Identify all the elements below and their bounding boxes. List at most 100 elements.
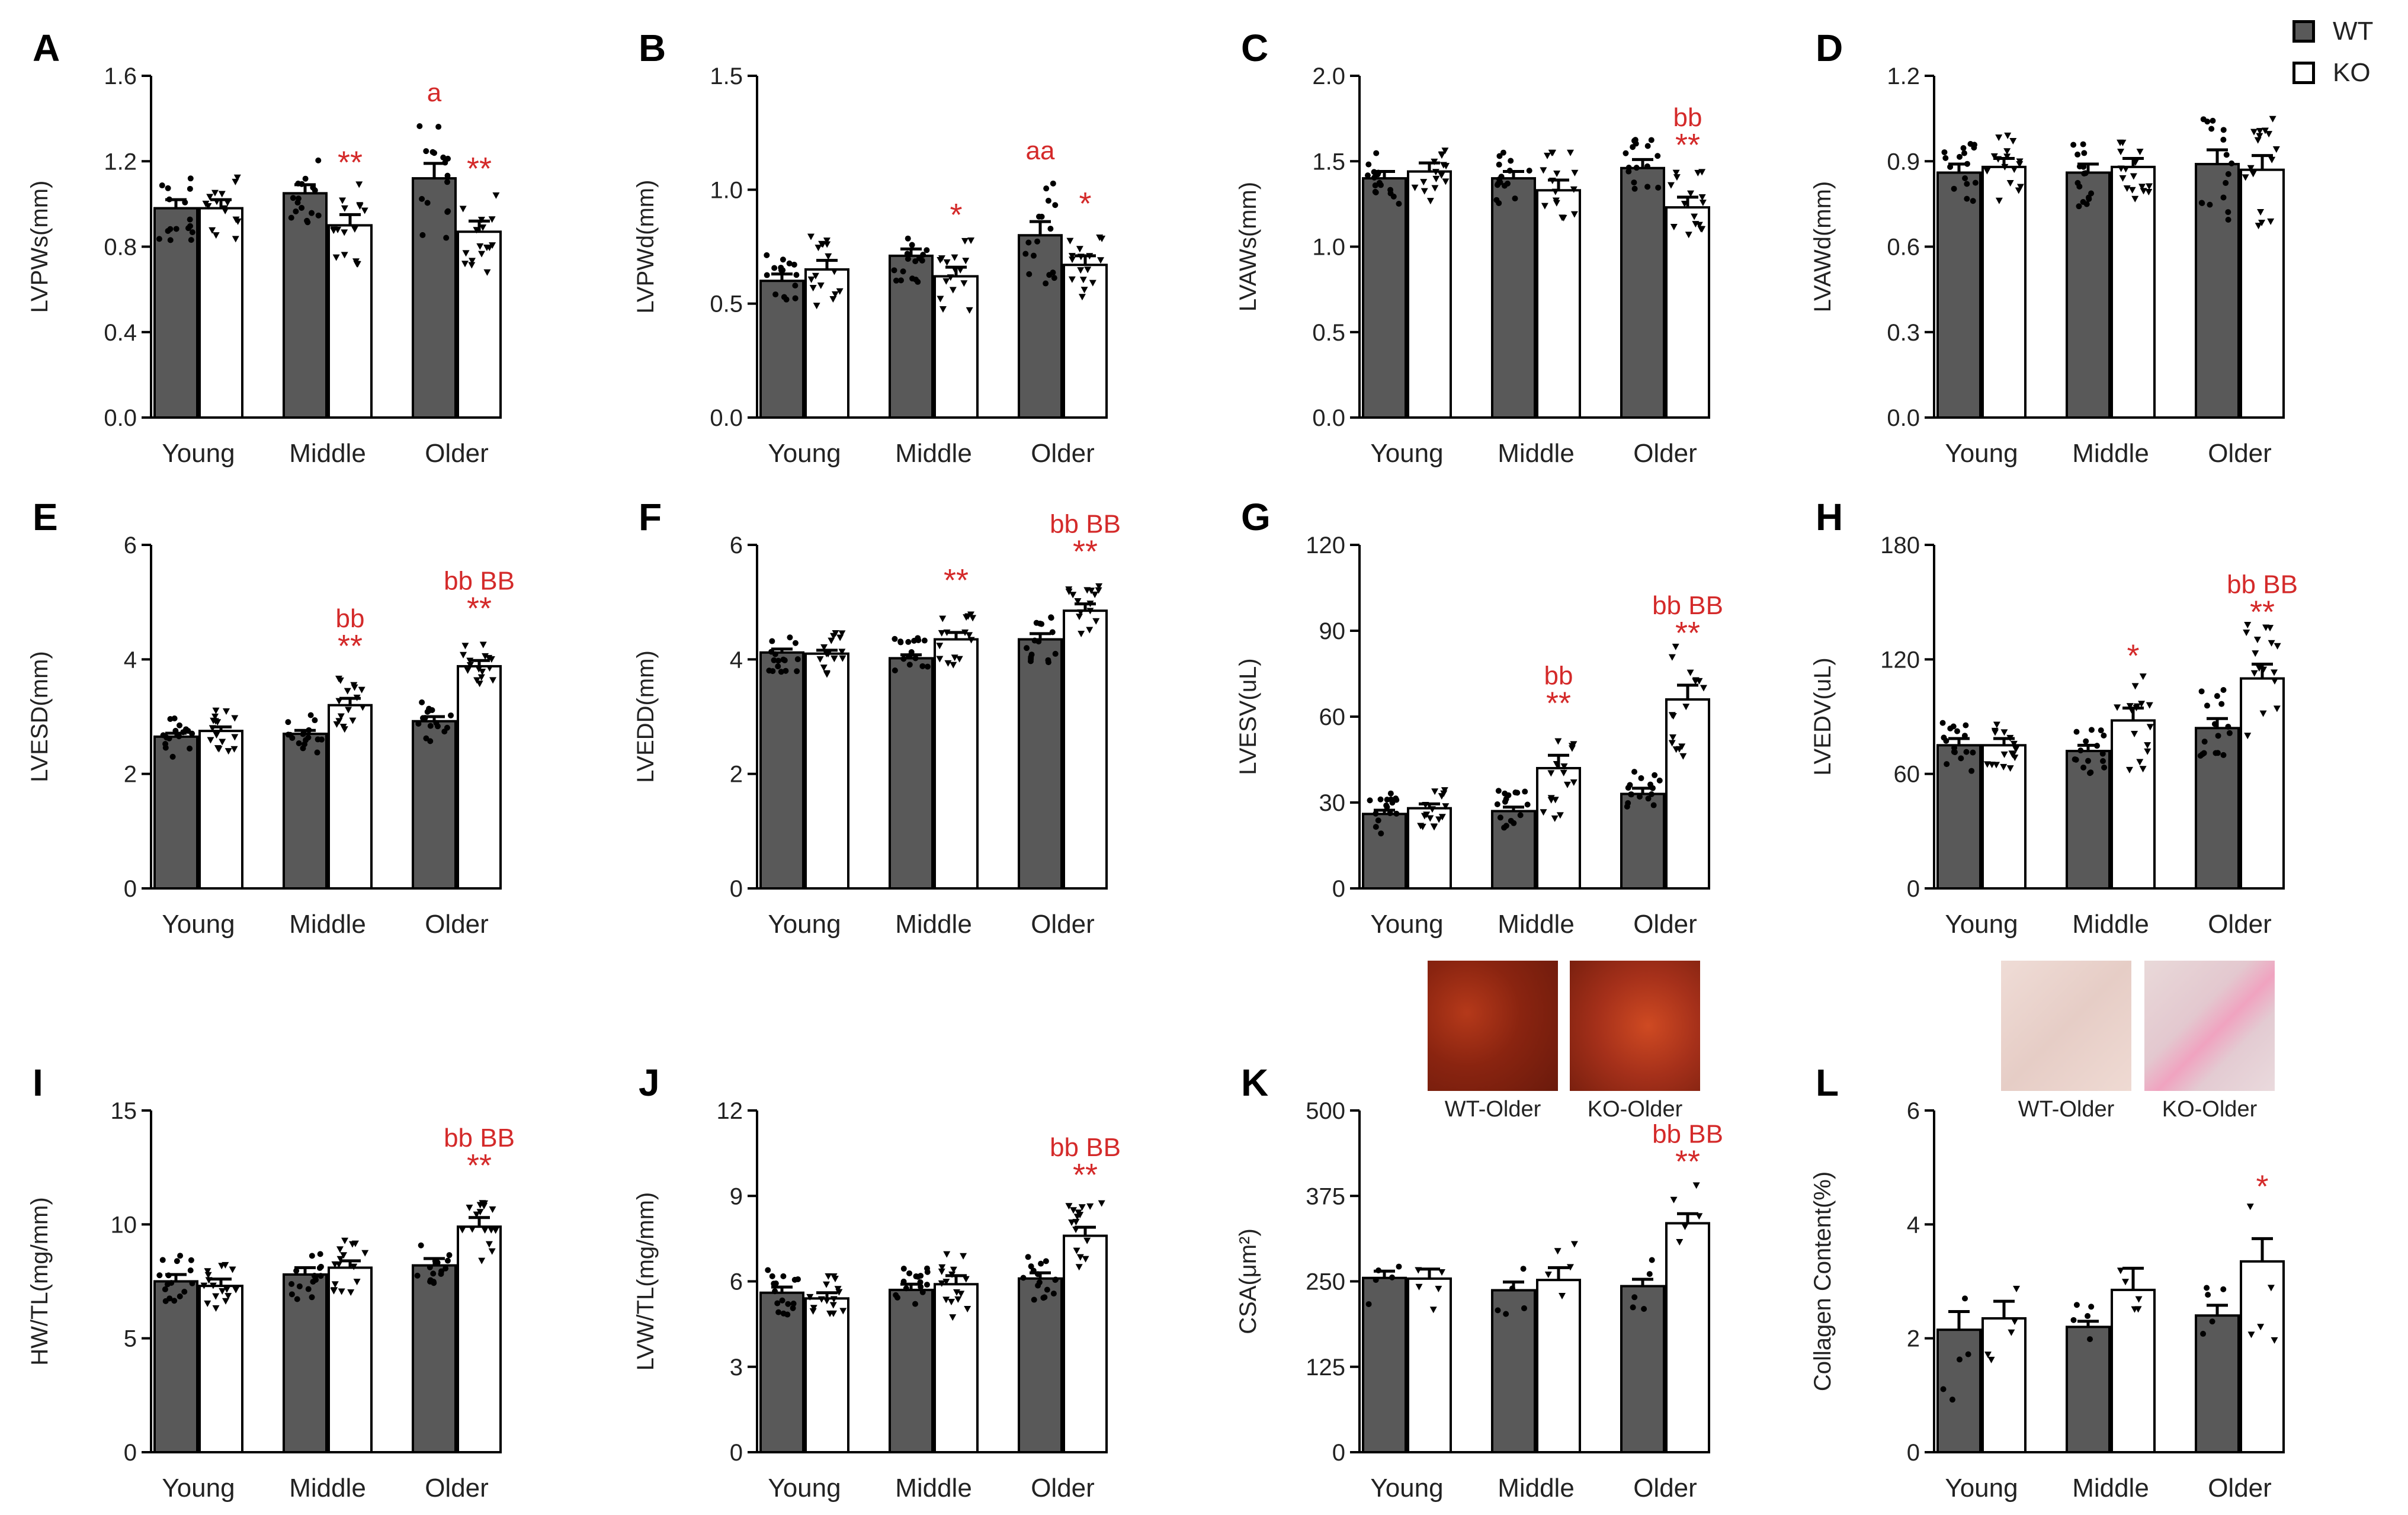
data-point-f-ko-0-4	[838, 649, 846, 656]
y-axis-label-f: LVEDD(mm)	[633, 650, 659, 783]
data-point-k-wt-0-3	[1365, 1301, 1372, 1307]
data-point-c-ko-2-6	[1673, 174, 1681, 181]
data-point-j-ko-0-7	[834, 1286, 842, 1293]
data-point-h-ko-2-2	[2259, 710, 2267, 717]
data-point-g-ko-1-14	[1570, 779, 1577, 786]
x-tick-label-k-middle: Middle	[1498, 1474, 1575, 1503]
data-point-e-ko-0-7	[222, 708, 230, 715]
bar-i-wt-older	[412, 1264, 457, 1453]
data-point-i-ko-2-12	[488, 1248, 496, 1255]
bar-a-wt-middle	[283, 192, 328, 419]
bar-a-ko-middle	[328, 224, 373, 419]
y-tick-label-k-4: 500	[1306, 1098, 1345, 1124]
data-point-f-ko-1-3	[936, 643, 944, 650]
panel-label-c: C	[1241, 27, 1268, 69]
data-point-b-wt-0-10	[771, 265, 778, 271]
data-point-i-ko-2-4	[478, 1257, 486, 1264]
data-point-c-wt-0-6	[1373, 150, 1380, 156]
data-point-d-ko-0-10	[2003, 153, 2011, 161]
data-point-k-ko-2-3	[1681, 1224, 1689, 1231]
data-point-j-wt-2-10	[1044, 1286, 1050, 1293]
data-point-b-wt-0-15	[786, 260, 793, 267]
data-point-f-wt-0-10	[794, 668, 800, 675]
data-point-i-wt-2-0	[443, 1265, 449, 1272]
data-point-h-wt-2-0	[2201, 739, 2208, 745]
data-point-a-wt-0-14	[173, 226, 179, 232]
data-point-k-wt-2-3	[1631, 1294, 1638, 1301]
data-point-b-wt-2-11	[1038, 213, 1045, 220]
data-point-a-ko-2-10	[488, 216, 496, 223]
data-point-d-wt-2-10	[2225, 171, 2231, 177]
x-tick-label-l-older: Older	[2208, 1474, 2272, 1503]
y-tick-label-l-1: 2	[1907, 1326, 1920, 1352]
data-point-l-wt-1-4	[2070, 1317, 2077, 1323]
bar-f-wt-young	[759, 651, 804, 890]
data-point-e-wt-1-15	[285, 719, 291, 726]
data-point-a-ko-2-2	[468, 258, 476, 265]
data-point-d-ko-0-1	[2006, 180, 2014, 187]
data-point-i-wt-1-2	[296, 1283, 303, 1289]
bar-k-wt-middle	[1491, 1289, 1536, 1453]
data-point-h-ko-0-6	[2008, 750, 2016, 758]
data-point-b-wt-2-3	[1022, 251, 1029, 257]
data-point-f-wt-2-8	[1028, 651, 1035, 658]
data-point-e-ko-2-1	[461, 643, 469, 650]
data-point-h-wt-0-15	[1954, 728, 1960, 734]
data-point-a-wt-1-7	[315, 212, 322, 219]
data-point-h-ko-0-2	[2012, 746, 2020, 753]
data-point-d-wt-0-13	[1962, 175, 1968, 181]
data-point-c-wt-0-3	[1365, 161, 1372, 168]
y-tick-label-c-1: 0.5	[1312, 320, 1345, 346]
data-point-a-ko-1-9	[355, 181, 363, 188]
data-point-g-wt-1-2	[1502, 798, 1508, 805]
data-point-b-ko-0-1	[823, 237, 831, 245]
data-point-d-ko-1-14	[2131, 195, 2139, 203]
data-point-f-wt-2-1	[1049, 629, 1056, 635]
data-point-b-ko-2-11	[1079, 277, 1087, 284]
data-point-c-wt-2-8	[1623, 150, 1629, 156]
data-point-a-wt-0-0	[159, 182, 165, 189]
data-point-g-ko-0-11	[1426, 815, 1434, 822]
y-tick-label-g-1: 30	[1319, 790, 1346, 816]
data-point-b-wt-1-15	[909, 275, 916, 282]
data-point-g-wt-0-15	[1388, 796, 1394, 803]
data-point-c-ko-2-0	[1698, 194, 1706, 201]
data-point-d-wt-2-15	[2200, 116, 2207, 123]
data-point-c-wt-1-12	[1495, 181, 1502, 187]
data-point-h-ko-2-1	[2274, 643, 2281, 650]
data-point-c-ko-1-1	[1567, 149, 1575, 156]
data-point-e-ko-2-6	[466, 662, 474, 669]
data-point-j-ko-2-13	[1083, 1237, 1091, 1244]
data-point-j-ko-2-6	[1065, 1203, 1073, 1210]
data-point-c-wt-2-10	[1648, 137, 1655, 143]
data-point-g-ko-2-6	[1668, 654, 1676, 661]
bar-f-ko-middle	[934, 638, 979, 890]
data-point-i-wt-1-12	[288, 1291, 295, 1298]
data-point-k-ko-1-1	[1566, 1264, 1574, 1271]
y-tick-label-d-1: 0.3	[1887, 320, 1920, 346]
significance-letters-g-1: bb BB	[1652, 591, 1723, 620]
data-point-e-wt-1-2	[314, 749, 320, 756]
data-point-j-wt-0-14	[785, 1301, 791, 1307]
data-point-c-wt-2-7	[1631, 185, 1638, 192]
data-point-d-ko-1-0	[2130, 173, 2137, 180]
data-point-a-ko-1-8	[341, 252, 348, 259]
significance-stars-b-1: *	[950, 197, 962, 233]
data-point-j-wt-0-8	[790, 1305, 796, 1311]
panel-label-e: E	[33, 496, 58, 538]
data-point-f-ko-1-5	[938, 630, 945, 637]
data-point-j-ko-2-14	[1078, 1204, 1086, 1211]
data-point-c-ko-2-10	[1695, 222, 1703, 229]
data-point-f-wt-2-12	[1052, 650, 1059, 657]
data-point-a-wt-1-0	[288, 214, 294, 221]
y-tick-label-f-1: 2	[730, 762, 743, 788]
data-point-b-wt-0-5	[772, 291, 779, 298]
data-point-b-wt-1-7	[905, 256, 911, 262]
data-point-c-ko-2-12	[1687, 190, 1695, 197]
data-point-b-ko-1-1	[937, 296, 944, 303]
data-point-d-wt-2-14	[2210, 117, 2216, 124]
data-point-h-ko-2-9	[2253, 637, 2261, 644]
x-tick-label-e-middle: Middle	[289, 910, 366, 939]
bar-j-wt-middle	[889, 1288, 934, 1454]
data-point-i-wt-0-5	[159, 1257, 166, 1263]
